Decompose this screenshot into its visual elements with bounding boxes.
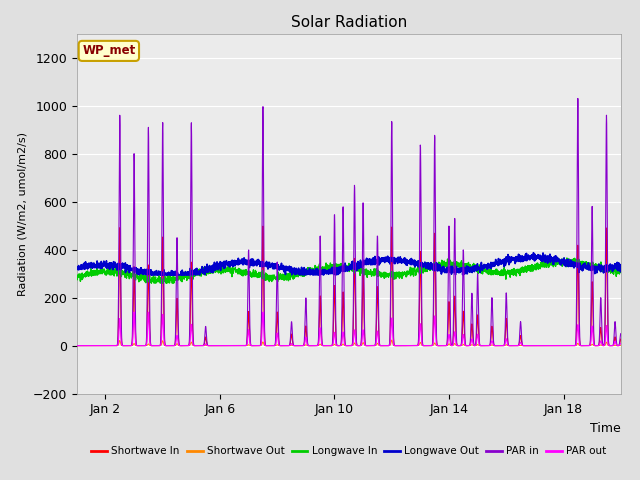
PAR out	[417, 329, 425, 335]
Longwave In	[73, 276, 81, 281]
Shortwave In	[568, 343, 575, 348]
Shortwave Out	[388, 337, 396, 343]
Longwave Out	[351, 266, 358, 272]
Shortwave In	[354, 343, 362, 348]
PAR out	[131, 309, 138, 315]
Longwave In	[417, 267, 425, 273]
Line: Longwave Out: Longwave Out	[77, 252, 621, 275]
Longwave Out	[354, 259, 362, 264]
PAR in	[484, 343, 492, 348]
PAR in	[417, 189, 425, 194]
Longwave Out	[417, 261, 425, 267]
Longwave Out	[73, 264, 81, 270]
Line: Shortwave Out: Shortwave Out	[77, 340, 621, 346]
Shortwave Out	[354, 343, 362, 348]
Line: PAR in: PAR in	[77, 98, 621, 346]
Text: WP_met: WP_met	[82, 44, 136, 58]
Longwave In	[354, 264, 362, 269]
Longwave In	[123, 276, 131, 281]
Longwave In	[617, 268, 625, 274]
PAR in	[351, 182, 358, 188]
PAR out	[568, 343, 575, 348]
Shortwave Out	[73, 343, 81, 348]
PAR out	[617, 341, 625, 347]
PAR in	[123, 343, 131, 348]
Legend: Shortwave In, Shortwave Out, Longwave In, Longwave Out, PAR in, PAR out: Shortwave In, Shortwave Out, Longwave In…	[87, 442, 611, 460]
PAR in	[73, 343, 81, 348]
Longwave Out	[135, 272, 143, 277]
Shortwave In	[259, 223, 267, 229]
Shortwave In	[617, 336, 625, 342]
Shortwave Out	[484, 343, 492, 348]
Shortwave Out	[123, 343, 131, 348]
Longwave In	[148, 280, 156, 286]
Y-axis label: Radiation (W/m2, umol/m2/s): Radiation (W/m2, umol/m2/s)	[17, 132, 27, 296]
PAR in	[574, 96, 582, 101]
PAR in	[568, 343, 575, 348]
PAR out	[351, 327, 358, 333]
Title: Solar Radiation: Solar Radiation	[291, 15, 407, 30]
Line: PAR out: PAR out	[77, 312, 621, 346]
Longwave In	[351, 270, 358, 276]
Longwave In	[568, 260, 576, 266]
PAR in	[354, 343, 362, 348]
Line: Shortwave In: Shortwave In	[77, 226, 621, 346]
Longwave In	[484, 268, 492, 274]
Longwave Out	[530, 250, 538, 255]
Shortwave In	[417, 286, 425, 291]
Longwave Out	[123, 262, 131, 268]
Line: Longwave In: Longwave In	[77, 258, 621, 283]
Longwave In	[560, 255, 568, 261]
Shortwave Out	[351, 340, 358, 346]
Shortwave In	[351, 257, 358, 263]
Shortwave Out	[417, 341, 425, 347]
PAR in	[617, 331, 625, 336]
PAR out	[73, 343, 81, 348]
PAR out	[123, 343, 131, 348]
PAR out	[484, 343, 492, 348]
Shortwave In	[484, 343, 492, 348]
Longwave Out	[617, 264, 625, 269]
Shortwave In	[73, 343, 81, 348]
Shortwave Out	[568, 343, 575, 348]
Longwave Out	[568, 258, 576, 264]
Shortwave Out	[617, 342, 625, 348]
X-axis label: Time: Time	[590, 422, 621, 435]
Shortwave In	[123, 343, 131, 348]
PAR out	[354, 343, 362, 348]
Longwave Out	[484, 265, 492, 271]
